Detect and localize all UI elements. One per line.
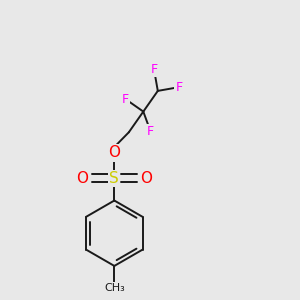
Text: S: S (110, 171, 119, 186)
Text: F: F (147, 125, 154, 138)
Text: CH₃: CH₃ (104, 283, 125, 293)
Text: F: F (151, 63, 158, 76)
Text: O: O (140, 171, 152, 186)
Text: F: F (175, 81, 182, 94)
Text: O: O (76, 171, 88, 186)
Text: F: F (122, 93, 129, 106)
Text: O: O (108, 146, 120, 160)
